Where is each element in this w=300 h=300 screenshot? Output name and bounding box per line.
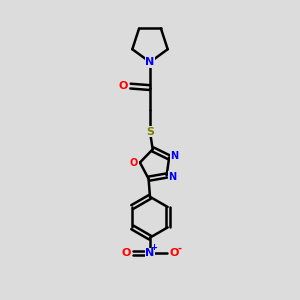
Text: O: O — [118, 81, 128, 91]
Text: N: N — [146, 57, 154, 67]
Text: N: N — [146, 248, 154, 258]
Text: N: N — [170, 151, 178, 161]
Text: O: O — [121, 248, 131, 258]
Text: O: O — [169, 248, 179, 258]
Text: +: + — [150, 243, 158, 252]
Text: N: N — [169, 172, 177, 182]
Text: S: S — [146, 127, 154, 137]
Text: O: O — [130, 158, 138, 168]
Text: -: - — [177, 244, 182, 254]
